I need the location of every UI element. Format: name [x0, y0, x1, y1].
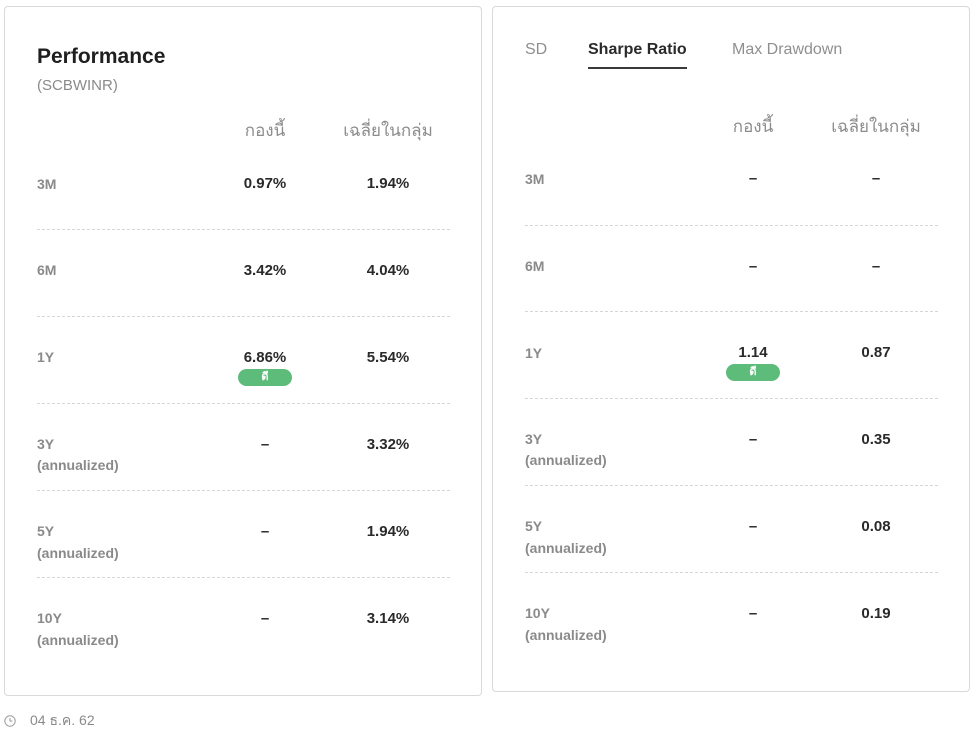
period-label: 3M — [525, 171, 545, 187]
average-value: 0.87 — [861, 344, 891, 361]
tab-sharpe-ratio[interactable]: Sharpe Ratio — [588, 41, 687, 69]
good-badge: ดี — [726, 364, 780, 381]
table-row: 1Y 6.86% ดี 5.54% — [37, 316, 450, 404]
fund-value: – — [748, 431, 758, 448]
period-label: 1Y — [525, 345, 543, 361]
table-row: 10Y (annualized) – 3.14% — [37, 577, 450, 665]
tab-sd[interactable]: SD — [525, 41, 548, 58]
fund-value: – — [260, 436, 270, 453]
average-value: 5.54% — [366, 349, 410, 366]
period-label: 5Y — [37, 523, 55, 539]
column-header-fund: กองนี้ — [244, 121, 286, 140]
tab-max-drawdown[interactable]: Max Drawdown — [732, 41, 843, 58]
period-label: 5Y — [525, 518, 543, 534]
good-badge: ดี — [238, 369, 292, 386]
fund-value: – — [748, 518, 758, 535]
fund-value: – — [260, 610, 270, 627]
table-row: 3M 0.97% 1.94% — [37, 143, 450, 230]
column-header-average: เฉลี่ยในกลุ่ม — [831, 117, 921, 136]
period-sublabel: (annualized) — [37, 457, 119, 473]
average-value: 0.19 — [861, 605, 891, 622]
average-value: – — [871, 258, 881, 275]
fund-value: 0.97% — [243, 175, 287, 192]
fund-value: 3.42% — [243, 262, 287, 279]
column-header-average: เฉลี่ยในกลุ่ม — [343, 121, 433, 140]
clock-icon — [4, 715, 16, 727]
table-row: 5Y (annualized) – 0.08 — [525, 485, 938, 573]
period-label: 6M — [525, 258, 545, 274]
period-label: 1Y — [37, 349, 55, 365]
period-label: 3M — [37, 176, 57, 192]
fund-code: (SCBWINR) — [37, 77, 118, 94]
table-row: 6M – – — [525, 225, 938, 313]
fund-value: – — [748, 170, 758, 187]
data-date-footer: 04 ธ.ค. 62 — [4, 710, 95, 732]
period-sublabel: (annualized) — [525, 627, 607, 643]
table-row: 3Y (annualized) – 3.32% — [37, 403, 450, 491]
period-label: 3Y — [525, 431, 543, 447]
average-value: 4.04% — [366, 262, 410, 279]
performance-title: Performance — [37, 45, 166, 68]
period-sublabel: (annualized) — [37, 545, 119, 561]
fund-value: – — [748, 605, 758, 622]
table-row: 1Y 1.14 ดี 0.87 — [525, 311, 938, 399]
average-value: 1.94% — [366, 175, 410, 192]
period-label: 3Y — [37, 436, 55, 452]
table-row: 5Y (annualized) – 1.94% — [37, 490, 450, 578]
table-row: 6M 3.42% 4.04% — [37, 229, 450, 317]
average-value: 0.08 — [861, 518, 891, 535]
period-sublabel: (annualized) — [525, 452, 607, 468]
period-label: 10Y — [525, 605, 550, 621]
fund-value: – — [748, 258, 758, 275]
fund-value: 1.14 — [738, 344, 768, 361]
table-row: 3Y (annualized) – 0.35 — [525, 398, 938, 486]
data-date: 04 ธ.ค. 62 — [30, 712, 95, 728]
average-value: – — [871, 170, 881, 187]
fund-value: – — [260, 523, 270, 540]
average-value: 3.14% — [366, 610, 410, 627]
period-label: 6M — [37, 262, 57, 278]
period-label: 10Y — [37, 610, 62, 626]
column-header-fund: กองนี้ — [732, 117, 774, 136]
performance-card: Performance (SCBWINR) กองนี้ เฉลี่ยในกลุ… — [4, 6, 482, 696]
table-row: 3M – – — [525, 138, 938, 225]
average-value: 1.94% — [366, 523, 410, 540]
fund-value: 6.86% — [243, 349, 287, 366]
average-value: 0.35 — [861, 431, 891, 448]
risk-card: SD Sharpe Ratio Max Drawdown กองนี้ เฉลี… — [492, 6, 970, 692]
table-row: 10Y (annualized) – 0.19 — [525, 572, 938, 660]
period-sublabel: (annualized) — [37, 632, 119, 648]
average-value: 3.32% — [366, 436, 410, 453]
period-sublabel: (annualized) — [525, 540, 607, 556]
